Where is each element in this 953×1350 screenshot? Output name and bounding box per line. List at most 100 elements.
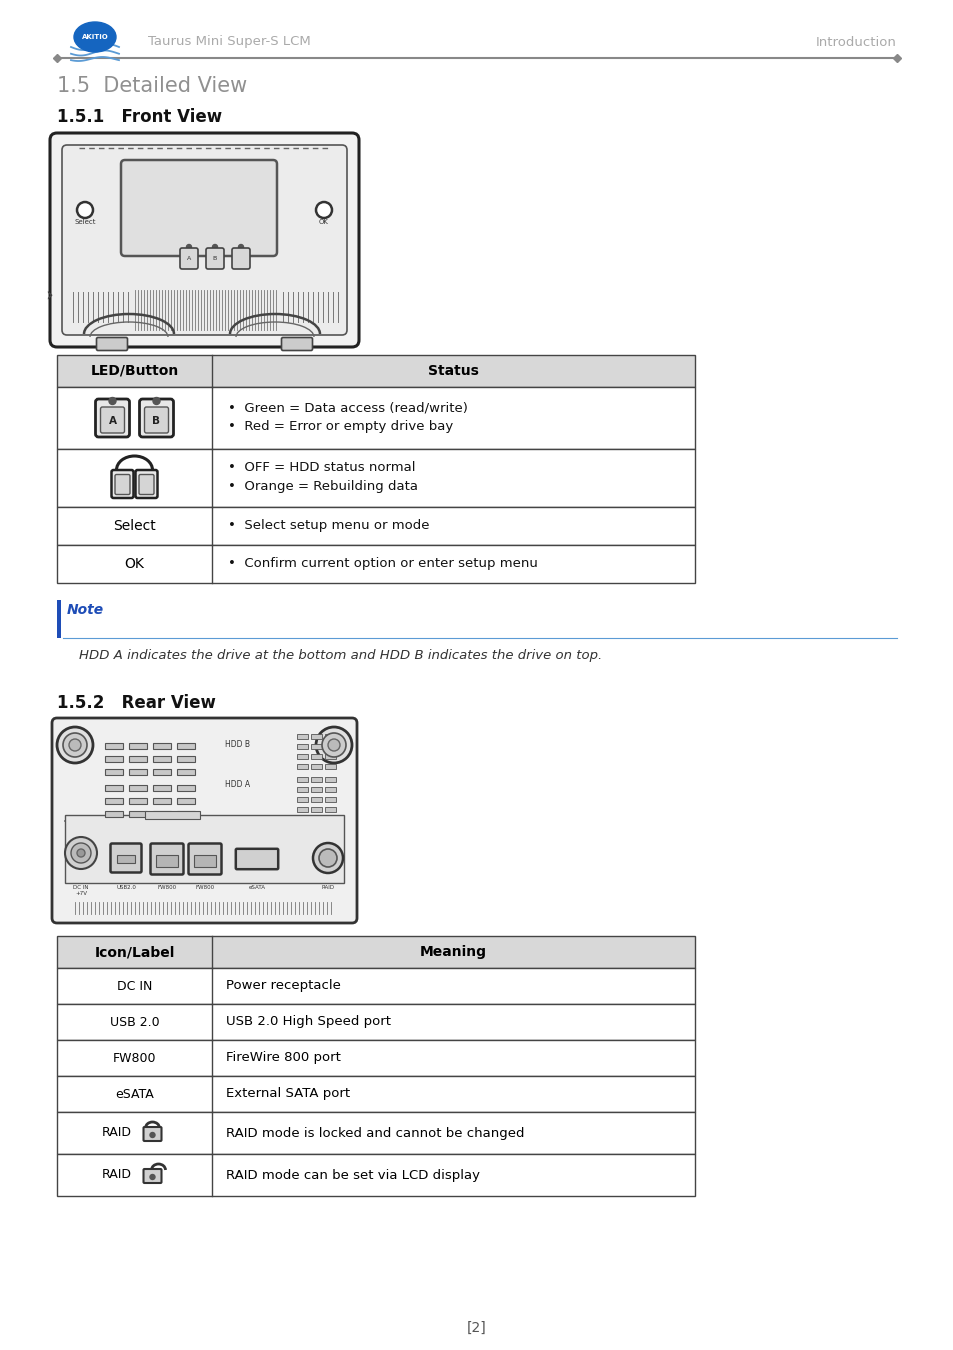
- Text: HDD A indicates the drive at the bottom and HDD B indicates the drive on top.: HDD A indicates the drive at the bottom …: [79, 649, 601, 662]
- FancyBboxPatch shape: [232, 248, 250, 269]
- Bar: [152, 784, 171, 791]
- Bar: [311, 744, 322, 749]
- Text: ›: ›: [45, 285, 52, 305]
- Circle shape: [77, 849, 85, 857]
- Bar: [177, 784, 194, 791]
- FancyBboxPatch shape: [143, 1127, 161, 1141]
- Text: Meaning: Meaning: [419, 945, 486, 958]
- Bar: [152, 756, 171, 761]
- Bar: [57, 1154, 695, 1196]
- FancyBboxPatch shape: [206, 248, 224, 269]
- Bar: [311, 796, 322, 802]
- Bar: [129, 769, 147, 775]
- Bar: [57, 450, 695, 508]
- Bar: [57, 599, 61, 639]
- Bar: [117, 855, 135, 863]
- FancyBboxPatch shape: [95, 400, 130, 437]
- Text: B: B: [152, 416, 160, 427]
- FancyBboxPatch shape: [50, 134, 358, 347]
- Text: •  OFF = HDD status normal: • OFF = HDD status normal: [228, 462, 416, 474]
- Circle shape: [150, 1133, 154, 1138]
- Circle shape: [77, 202, 92, 217]
- Text: RAID: RAID: [101, 1126, 132, 1139]
- Text: eSATA: eSATA: [248, 886, 265, 890]
- Bar: [325, 755, 335, 759]
- Bar: [57, 387, 695, 450]
- Bar: [296, 807, 308, 811]
- Bar: [57, 1040, 695, 1076]
- Text: Icon/Label: Icon/Label: [94, 945, 174, 958]
- Text: Note: Note: [67, 603, 104, 617]
- Circle shape: [109, 397, 116, 405]
- Bar: [311, 764, 322, 769]
- Bar: [156, 855, 178, 867]
- FancyBboxPatch shape: [144, 406, 169, 433]
- FancyBboxPatch shape: [139, 400, 173, 437]
- Text: 1.5.2   Rear View: 1.5.2 Rear View: [57, 694, 215, 711]
- Bar: [311, 778, 322, 782]
- Circle shape: [315, 202, 332, 217]
- Bar: [152, 743, 171, 749]
- FancyBboxPatch shape: [112, 470, 133, 498]
- Bar: [177, 769, 194, 775]
- Bar: [296, 787, 308, 792]
- FancyBboxPatch shape: [115, 474, 130, 494]
- Bar: [152, 769, 171, 775]
- Bar: [296, 796, 308, 802]
- Bar: [177, 811, 194, 817]
- Text: •  Green = Data access (read/write): • Green = Data access (read/write): [228, 401, 467, 414]
- Text: USB 2.0: USB 2.0: [110, 1015, 159, 1029]
- Text: 1.5  Detailed View: 1.5 Detailed View: [57, 76, 247, 96]
- Text: RAID: RAID: [101, 1169, 132, 1181]
- Text: •  Select setup menu or mode: • Select setup menu or mode: [228, 518, 429, 532]
- Text: LED/Button: LED/Button: [91, 364, 178, 378]
- Text: DC IN
+7V: DC IN +7V: [73, 886, 89, 896]
- Circle shape: [318, 849, 336, 867]
- Bar: [145, 811, 200, 819]
- Bar: [325, 807, 335, 811]
- Bar: [193, 855, 215, 867]
- Bar: [57, 968, 695, 1004]
- FancyBboxPatch shape: [151, 844, 183, 875]
- Text: USB2.0: USB2.0: [116, 886, 135, 890]
- Bar: [105, 784, 123, 791]
- Text: eSATA: eSATA: [115, 1088, 153, 1100]
- Text: Select: Select: [74, 219, 95, 225]
- Bar: [325, 744, 335, 749]
- Bar: [311, 734, 322, 738]
- FancyBboxPatch shape: [52, 718, 356, 923]
- Bar: [296, 744, 308, 749]
- Circle shape: [313, 842, 343, 873]
- Text: •  Red = Error or empty drive bay: • Red = Error or empty drive bay: [228, 420, 453, 433]
- FancyBboxPatch shape: [100, 406, 125, 433]
- Circle shape: [69, 738, 81, 751]
- FancyBboxPatch shape: [135, 470, 157, 498]
- Text: •  Confirm current option or enter setup menu: • Confirm current option or enter setup …: [228, 558, 537, 570]
- Text: B: B: [213, 256, 217, 262]
- Circle shape: [57, 728, 92, 763]
- Text: DC IN: DC IN: [116, 980, 152, 992]
- FancyBboxPatch shape: [139, 474, 153, 494]
- FancyBboxPatch shape: [111, 844, 141, 872]
- Bar: [152, 811, 171, 817]
- Bar: [129, 756, 147, 761]
- Text: HDD B: HDD B: [225, 741, 250, 749]
- Text: OK: OK: [125, 558, 144, 571]
- Text: •  Orange = Rebuilding data: • Orange = Rebuilding data: [228, 481, 417, 494]
- Text: FW800: FW800: [112, 1052, 156, 1065]
- FancyBboxPatch shape: [96, 338, 128, 351]
- Text: Status: Status: [428, 364, 478, 378]
- Circle shape: [152, 397, 160, 405]
- FancyBboxPatch shape: [121, 161, 276, 256]
- FancyBboxPatch shape: [62, 144, 347, 335]
- Bar: [129, 811, 147, 817]
- Bar: [296, 755, 308, 759]
- Text: Select: Select: [113, 518, 155, 533]
- Text: Power receptacle: Power receptacle: [226, 980, 340, 992]
- Bar: [129, 784, 147, 791]
- Bar: [105, 756, 123, 761]
- FancyBboxPatch shape: [189, 844, 221, 875]
- Bar: [177, 743, 194, 749]
- Circle shape: [65, 837, 97, 869]
- Circle shape: [328, 738, 339, 751]
